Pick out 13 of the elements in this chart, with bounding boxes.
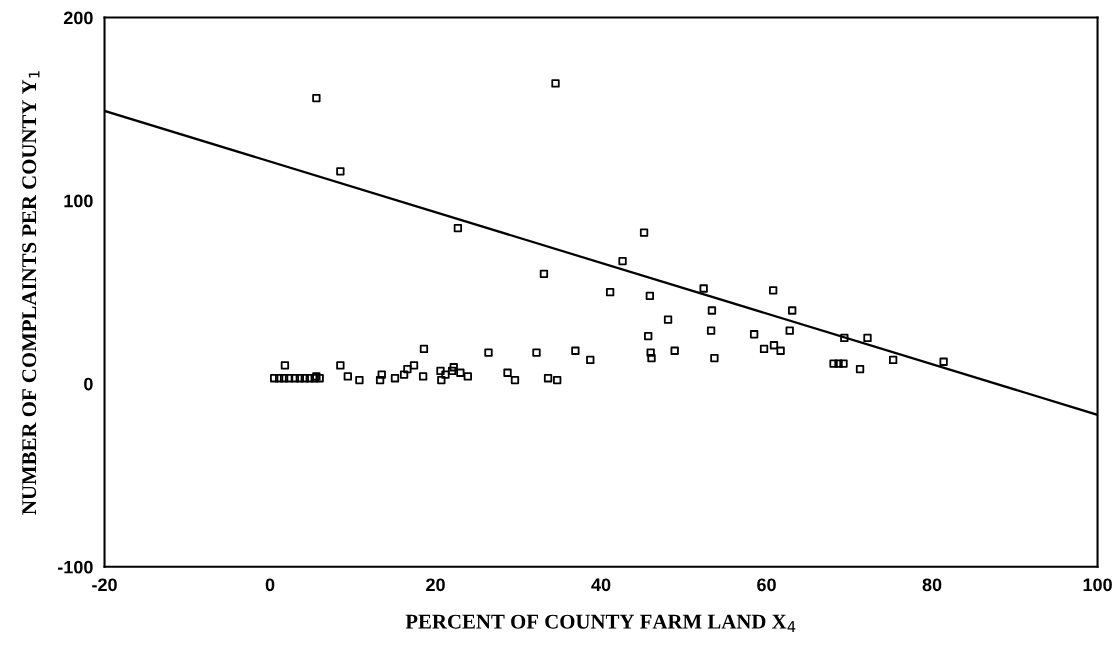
y-tick-label: 0 [84, 377, 93, 391]
x-tick-label: 40 [591, 578, 611, 592]
x-tick-label: 0 [265, 578, 275, 592]
x-tick-label: 80 [922, 578, 942, 592]
x-tick-label: 20 [426, 578, 445, 592]
x-axis-title: PERCENT OF COUNTY FARM LAND X$_{4}$ [405, 614, 796, 632]
y-tick-label: 100 [64, 194, 93, 208]
x-tick-label: 100 [1083, 578, 1112, 592]
y-tick-label: 200 [63, 11, 93, 25]
x-tick-label: 60 [757, 578, 776, 592]
y-tick-label: -100 [57, 560, 93, 574]
y-axis-title: NUMBER OF COMPLAINTS PER COUNTY Y$_{1}$ [22, 71, 40, 515]
x-tick-label: -20 [92, 578, 117, 592]
